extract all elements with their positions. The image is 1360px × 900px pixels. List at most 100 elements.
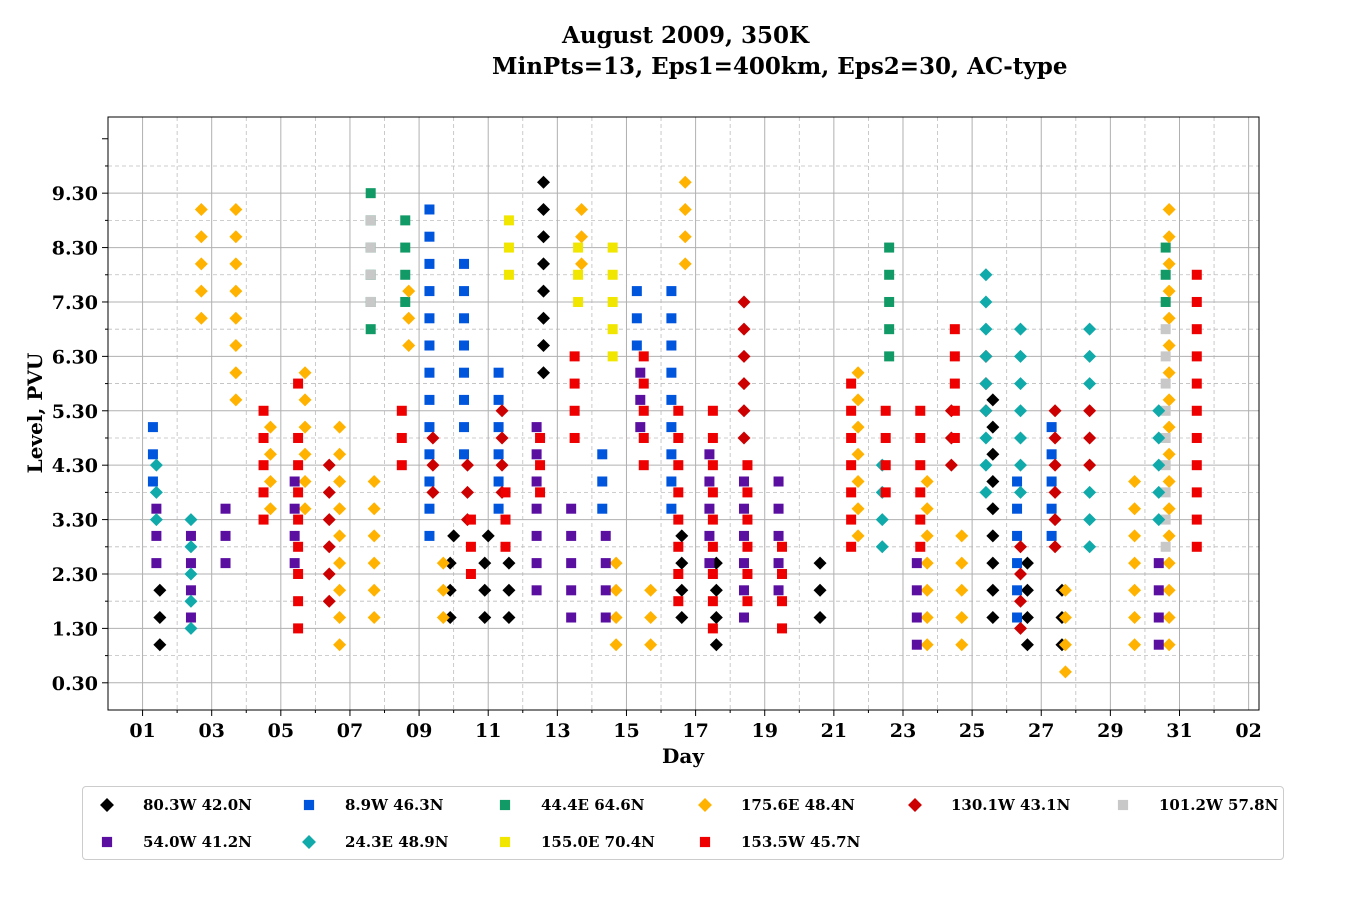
point-54-0w-41-2n [151,503,162,514]
point-153-5w-45-7n [880,432,891,443]
point-8-9w-46-3n [1012,530,1023,541]
point-153-5w-45-7n [707,623,718,634]
point-24-3e-48-9n [875,513,889,527]
point-8-9w-46-3n [424,394,435,405]
legend-item: 175.6E 48.4N [698,795,855,815]
point-175-6e-48-4n [609,611,623,625]
point-153-5w-45-7n [673,596,684,607]
point-101-2w-57-8n [1160,432,1171,443]
point-8-9w-46-3n [424,286,435,297]
point-80-3w-42-0n [537,257,551,271]
point-153-5w-45-7n [1191,378,1202,389]
legend-label: 130.1W 43.1N [951,796,1071,814]
point-155-0e-70-4n [573,242,584,253]
point-175-6e-48-4n [263,447,277,461]
point-175-6e-48-4n [333,638,347,652]
point-44-4e-64-6n [1160,242,1171,253]
point-153-5w-45-7n [396,460,407,471]
point-44-4e-64-6n [365,188,376,199]
point-175-6e-48-4n [851,366,865,380]
point-153-5w-45-7n [258,487,269,498]
point-80-3w-42-0n [502,611,516,625]
point-54-0w-41-2n [1153,639,1164,650]
x-tick-label: 02 [1235,720,1261,742]
point-153-5w-45-7n [707,541,718,552]
point-130-1w-43-1n [737,322,751,336]
point-153-5w-45-7n [638,405,649,416]
legend-label: 80.3W 42.0N [143,796,252,814]
point-155-0e-70-4n [573,269,584,280]
point-101-2w-57-8n [365,215,376,226]
point-54-0w-41-2n [704,558,715,569]
point-8-9w-46-3n [424,476,435,487]
point-153-5w-45-7n [880,405,891,416]
point-175-6e-48-4n [436,583,450,597]
point-24-3e-48-9n [1152,458,1166,472]
point-175-6e-48-4n [1058,665,1072,679]
point-130-1w-43-1n [322,567,336,581]
point-54-0w-41-2n [531,422,542,433]
point-80-3w-42-0n [986,556,1000,570]
point-54-0w-41-2n [704,530,715,541]
point-54-0w-41-2n [773,476,784,487]
point-8-9w-46-3n [147,449,158,460]
point-153-5w-45-7n [569,378,580,389]
y-tick-label: 0.30 [52,673,98,695]
point-8-9w-46-3n [493,394,504,405]
point-80-3w-42-0n [986,502,1000,516]
point-175-6e-48-4n [1162,230,1176,244]
chart-title: August 2009, 350K [562,22,809,49]
point-101-2w-57-8n [1160,541,1171,552]
square-marker-icon [499,799,511,811]
point-101-2w-57-8n [1160,378,1171,389]
point-54-0w-41-2n [773,585,784,596]
point-175-6e-48-4n [1162,529,1176,543]
point-24-3e-48-9n [1083,485,1097,499]
point-153-5w-45-7n [949,324,960,335]
point-8-9w-46-3n [666,286,677,297]
point-8-9w-46-3n [493,367,504,378]
point-8-9w-46-3n [1012,476,1023,487]
point-153-5w-45-7n [535,460,546,471]
point-130-1w-43-1n [1048,404,1062,418]
point-24-3e-48-9n [1014,458,1028,472]
point-44-4e-64-6n [400,269,411,280]
point-153-5w-45-7n [1191,351,1202,362]
x-tick-label: 25 [959,720,985,742]
point-175-6e-48-4n [955,556,969,570]
point-8-9w-46-3n [459,394,470,405]
point-130-1w-43-1n [1014,567,1028,581]
legend-label: 101.2W 57.8N [1159,796,1279,814]
point-153-5w-45-7n [880,460,891,471]
point-153-5w-45-7n [949,432,960,443]
point-80-3w-42-0n [986,447,1000,461]
point-54-0w-41-2n [773,530,784,541]
point-175-6e-48-4n [644,583,658,597]
x-tick-label: 17 [682,720,708,742]
point-175-6e-48-4n [263,502,277,516]
point-80-3w-42-0n [537,202,551,216]
point-54-0w-41-2n [531,530,542,541]
point-80-3w-42-0n [478,583,492,597]
x-tick-label: 07 [337,720,363,742]
point-153-5w-45-7n [1191,432,1202,443]
point-175-6e-48-4n [1128,611,1142,625]
point-130-1w-43-1n [322,458,336,472]
x-tick-label: 13 [544,720,570,742]
point-153-5w-45-7n [1191,514,1202,525]
point-153-5w-45-7n [742,568,753,579]
point-8-9w-46-3n [424,340,435,351]
point-80-3w-42-0n [813,611,827,625]
point-24-3e-48-9n [1083,349,1097,363]
point-175-6e-48-4n [1058,611,1072,625]
point-153-5w-45-7n [293,378,304,389]
point-54-0w-41-2n [911,585,922,596]
point-175-6e-48-4n [1162,257,1176,271]
point-24-3e-48-9n [184,513,198,527]
point-175-6e-48-4n [955,529,969,543]
point-175-6e-48-4n [333,583,347,597]
x-tick-label: 05 [268,720,294,742]
point-130-1w-43-1n [737,349,751,363]
point-80-3w-42-0n [986,529,1000,543]
point-54-0w-41-2n [185,558,196,569]
